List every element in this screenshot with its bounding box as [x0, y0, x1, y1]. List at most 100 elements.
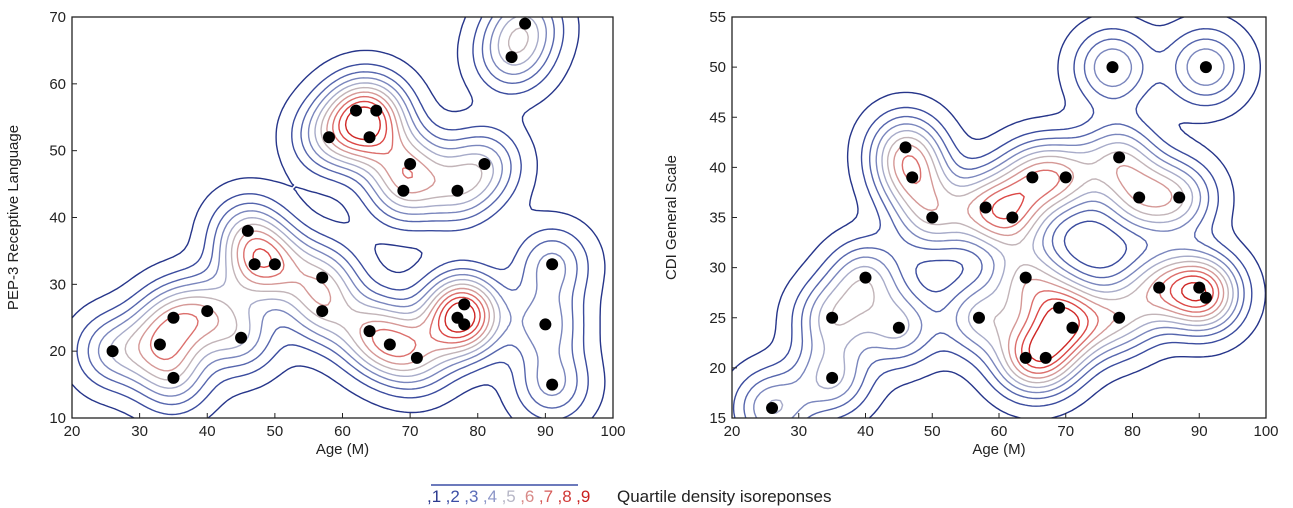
data-point	[322, 131, 335, 144]
x-tick-label: 70	[402, 423, 419, 440]
data-point	[519, 17, 532, 30]
data-point	[167, 371, 180, 384]
legend-numbers: ,1 ,2 ,3 ,4 ,5 ,6 ,7 ,8 ,9	[427, 487, 590, 506]
contour-level-1	[732, 17, 1266, 418]
data-point	[248, 258, 261, 271]
y-tick-label: 55	[709, 9, 726, 26]
x-tick-label: 90	[537, 423, 554, 440]
data-point	[546, 378, 559, 391]
legend-num-7: ,7	[539, 487, 553, 506]
data-point	[1006, 211, 1019, 224]
data-point	[1019, 351, 1032, 364]
y-tick-label: 15	[709, 410, 726, 427]
data-point	[1019, 271, 1032, 284]
x-tick-label: 60	[991, 423, 1008, 440]
legend-num-3: ,3	[464, 487, 478, 506]
data-point	[201, 305, 214, 318]
data-point	[1039, 351, 1052, 364]
x-axis-label: Age (M)	[316, 441, 369, 458]
data-point	[1053, 301, 1066, 314]
x-tick-label: 50	[267, 423, 284, 440]
x-tick-label: 40	[857, 423, 874, 440]
legend-num-2: ,2	[446, 487, 460, 506]
data-point	[404, 158, 417, 171]
y-tick-label: 50	[49, 143, 66, 160]
data-point	[979, 201, 992, 214]
x-tick-label: 100	[1253, 423, 1278, 440]
legend: ,1 ,2 ,3 ,4 ,5 ,6 ,7 ,8 ,9 Quartile dens…	[427, 484, 832, 506]
data-point	[370, 104, 383, 117]
data-point	[1066, 321, 1079, 334]
data-point	[826, 371, 839, 384]
y-tick-label: 30	[709, 260, 726, 277]
legend-num-5: ,5	[502, 487, 516, 506]
data-point	[826, 311, 839, 324]
data-point	[410, 351, 423, 364]
data-point	[106, 345, 119, 358]
legend-num-1: ,1	[427, 487, 441, 506]
data-point	[546, 258, 559, 271]
x-tick-label: 60	[334, 423, 351, 440]
data-points	[766, 61, 1212, 414]
data-point	[153, 338, 166, 351]
contour-level-4	[97, 17, 567, 397]
data-point	[906, 171, 919, 184]
data-point	[241, 224, 254, 237]
y-tick-label: 60	[49, 76, 66, 93]
x-tick-label: 20	[64, 423, 81, 440]
y-tick-label: 40	[709, 159, 726, 176]
data-point	[458, 298, 471, 311]
x-tick-label: 90	[1191, 423, 1208, 440]
data-point	[1193, 281, 1206, 294]
x-tick-label: 40	[199, 423, 216, 440]
legend-num-4: ,4	[483, 487, 497, 506]
x-tick-label: 30	[790, 423, 807, 440]
data-point	[363, 325, 376, 338]
contour-level-4	[753, 48, 1239, 418]
data-point	[1059, 171, 1072, 184]
data-point	[899, 141, 912, 154]
y-tick-label: 20	[49, 343, 66, 360]
data-point	[859, 271, 872, 284]
data-point	[397, 184, 410, 197]
data-point	[363, 131, 376, 144]
data-point	[926, 211, 939, 224]
y-axis-label: PEP-3 Receptive Language	[5, 125, 22, 310]
chart-cdi: 20 30 40 50 60 70 80 90 100152025303540455055Age…	[663, 9, 1279, 458]
data-point	[451, 184, 464, 197]
x-axis-label: Age (M)	[972, 441, 1025, 458]
x-tick-label: 100	[600, 423, 625, 440]
data-point	[167, 311, 180, 324]
contour-level-3	[87, 17, 578, 409]
contour-level-2	[732, 28, 1253, 418]
data-point	[350, 104, 363, 117]
y-tick-label: 45	[709, 109, 726, 126]
x-tick-label: 20	[724, 423, 741, 440]
y-tick-label: 70	[49, 9, 66, 26]
density-contours	[72, 17, 606, 418]
data-point	[235, 331, 248, 344]
data-point	[268, 258, 281, 271]
data-point	[1106, 61, 1119, 74]
data-point	[1173, 191, 1186, 204]
contour-level-3	[743, 38, 1245, 418]
x-tick-label: 50	[924, 423, 941, 440]
data-point	[478, 158, 491, 171]
contour-level-6	[831, 136, 1229, 384]
x-tick-label: 80	[469, 423, 486, 440]
contour-level-5	[767, 129, 1234, 414]
legend-label: Quartile density isoreponses	[617, 487, 832, 506]
y-tick-label: 30	[49, 276, 66, 293]
y-axis-label: CDI General Scale	[663, 155, 680, 280]
x-tick-label: 30	[131, 423, 148, 440]
contour-level-2	[76, 17, 589, 418]
data-point	[892, 321, 905, 334]
contour-level-1	[72, 17, 606, 418]
data-point	[1133, 191, 1146, 204]
data-point	[383, 338, 396, 351]
density-contours	[732, 17, 1266, 418]
y-tick-label: 40	[49, 210, 66, 227]
y-tick-label: 10	[49, 410, 66, 427]
